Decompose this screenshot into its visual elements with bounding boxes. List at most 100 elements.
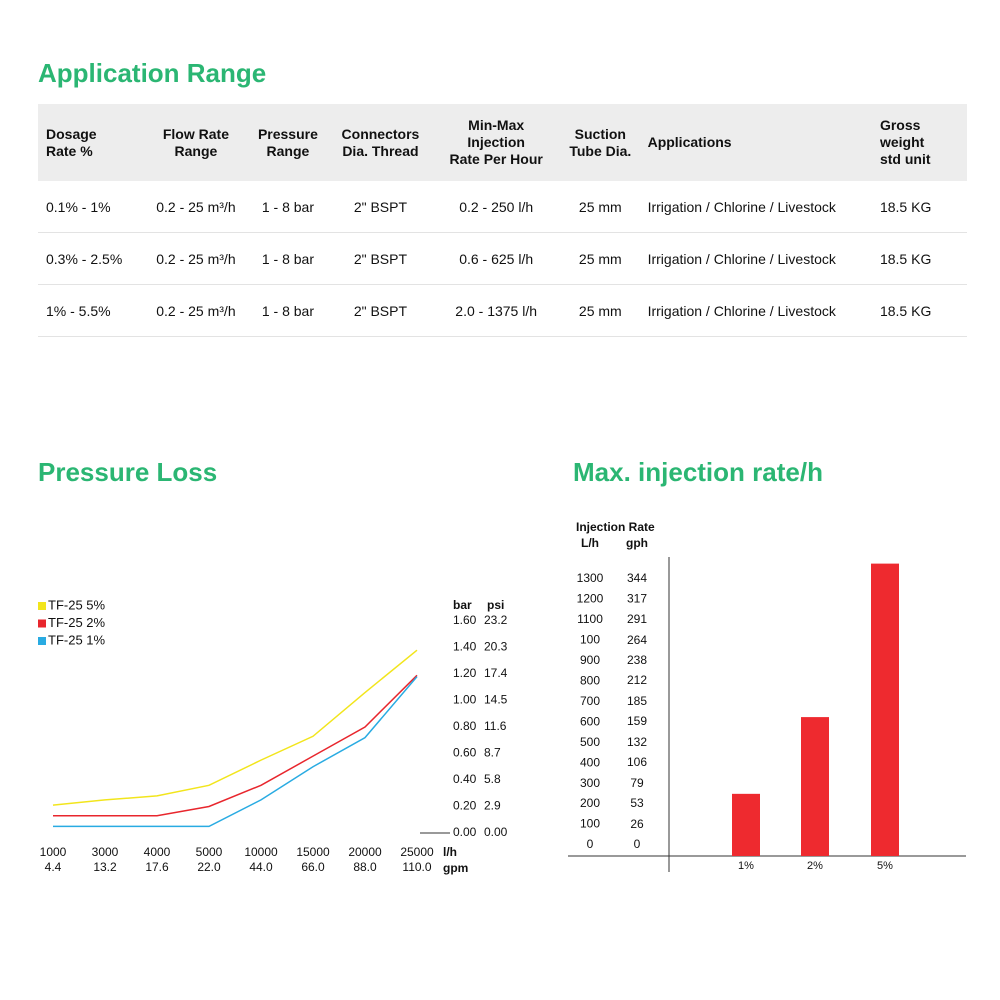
y2-tick-label: 26 xyxy=(630,817,644,831)
y-tick-label: 1200 xyxy=(577,592,604,606)
y2-tick-label: 17.4 xyxy=(484,666,508,680)
y2-tick-label: 159 xyxy=(627,714,647,728)
y2-tick-label: 8.7 xyxy=(484,746,501,760)
x-tick-label: 25000 xyxy=(400,845,434,859)
x2-tick-label: 110.0 xyxy=(402,860,431,874)
y-tick-label: 1300 xyxy=(577,571,604,585)
chart-title: Max. injection rate/h xyxy=(573,457,823,487)
legend-label: TF-25 1% xyxy=(48,632,106,647)
table-cell: 1 - 8 bar xyxy=(250,181,326,233)
header-row: Dosage Rate % Flow Rate Range Pressure Ran… xyxy=(38,104,967,181)
x2-tick-label: 66.0 xyxy=(301,860,325,874)
y-tick-label: 0.60 xyxy=(453,746,477,760)
y-tick-label: 1100 xyxy=(577,612,603,626)
legend-swatch xyxy=(38,637,46,645)
table-cell: 1% - 5.5% xyxy=(38,284,142,337)
table-cell: 0.3% - 2.5% xyxy=(38,232,142,285)
y-tick-label: 700 xyxy=(580,694,600,708)
y2-tick-label: 185 xyxy=(627,694,647,708)
y2-tick-label: 212 xyxy=(627,673,647,687)
y2-tick-label: 20.3 xyxy=(484,640,508,654)
table-cell: 1 - 8 bar xyxy=(250,232,326,285)
y-tick-label: 0.40 xyxy=(453,772,477,786)
table-cell: 2.0 - 1375 l/h xyxy=(435,284,558,337)
x2-tick-label: 13.2 xyxy=(93,860,117,874)
x-tick-label: 5% xyxy=(877,860,893,872)
x2-tick-label: 88.0 xyxy=(353,860,377,874)
table-cell: 0.2 - 25 m³/h xyxy=(141,232,251,285)
y-tick-label: 600 xyxy=(580,714,600,728)
legend-swatch xyxy=(38,602,46,610)
table-cell: 18.5 KG xyxy=(875,284,967,337)
y2-tick-label: 238 xyxy=(627,653,647,667)
y2-tick-label: 0.00 xyxy=(484,825,508,839)
table-cell: 2" BSPT xyxy=(325,181,436,233)
x2-tick-label: 17.6 xyxy=(145,860,169,874)
table-cell: Irrigation / Chlorine / Livestock xyxy=(643,181,876,233)
x-tick-label: 4000 xyxy=(144,845,171,859)
y2-tick-label: 344 xyxy=(627,571,647,585)
y2-tick-label: 132 xyxy=(627,735,647,749)
y-tick-label: 1.20 xyxy=(453,666,477,680)
table-cell: 25 mm xyxy=(557,181,644,233)
y2-tick-label: 317 xyxy=(627,592,647,606)
y2-tick-label: 2.9 xyxy=(484,799,501,813)
x2-axis-label: gpm xyxy=(443,861,468,875)
table-cell: 0.1% - 1% xyxy=(38,181,142,233)
table-cell: 25 mm xyxy=(557,232,644,285)
y-tick-label: 100 xyxy=(580,817,600,831)
y2-tick-label: 0 xyxy=(634,837,641,851)
y-axis-label: Injection Rate xyxy=(576,520,655,534)
y2-tick-label: 53 xyxy=(630,796,644,810)
x-tick-label: 1000 xyxy=(40,845,67,859)
table-cell: 2" BSPT xyxy=(325,284,436,337)
series-line xyxy=(53,676,418,828)
table-cell: 0.6 - 625 l/h xyxy=(435,232,558,285)
y-tick-label: 900 xyxy=(580,653,600,667)
legend-label: TF-25 5% xyxy=(48,597,106,612)
table-cell: 0.2 - 25 m³/h xyxy=(141,284,251,337)
bar xyxy=(871,563,899,856)
column-header: Connectors Dia. Thread xyxy=(325,104,436,181)
x-tick-label: 5000 xyxy=(196,845,223,859)
x-tick-label: 2% xyxy=(807,860,823,872)
x2-tick-label: 22.0 xyxy=(197,860,221,874)
y-unit-label: L/h xyxy=(581,536,599,550)
y-tick-label: 0.00 xyxy=(453,825,477,839)
y-tick-label: 0.80 xyxy=(453,719,477,733)
chart-title: Pressure Loss xyxy=(38,457,218,487)
table-row: 0.3% - 2.5% 0.2 - 25 m³/h 1 - 8 bar 2" BSPT… xyxy=(38,232,967,285)
y-tick-label: 0.20 xyxy=(453,799,477,813)
x-tick-label: 20000 xyxy=(348,845,382,859)
bar xyxy=(732,793,760,856)
x-tick-label: 15000 xyxy=(296,845,330,859)
x-tick-label: 1% xyxy=(738,860,754,872)
spec-table: Dosage Rate % Flow Rate Range Pressure Ran… xyxy=(38,104,967,337)
y-tick-label: 1.40 xyxy=(453,640,477,654)
column-header: Pressure Range xyxy=(250,104,326,181)
column-header: Flow Rate Range xyxy=(141,104,251,181)
legend-swatch xyxy=(38,619,46,628)
table-row: 1% - 5.5% 0.2 - 25 m³/h 1 - 8 bar 2" BSPT 2.… xyxy=(38,284,967,337)
y2-tick-label: 11.6 xyxy=(484,719,507,733)
column-header: Dosage Rate % xyxy=(38,104,142,181)
y2-tick-label: 23.2 xyxy=(484,613,508,627)
legend-label: TF-25 2% xyxy=(48,615,106,630)
y2-tick-label: 264 xyxy=(627,633,647,647)
y-tick-label: 0 xyxy=(587,837,594,851)
series-line xyxy=(53,674,418,817)
y-tick-label: 300 xyxy=(580,776,600,790)
column-header: Applications xyxy=(643,104,876,181)
x-axis-label: l/h xyxy=(443,845,457,859)
column-header: Gross weight std unit xyxy=(875,104,967,181)
table-cell: 2" BSPT xyxy=(325,232,436,285)
bar xyxy=(801,717,829,856)
section-title: Application Range xyxy=(38,58,267,88)
table-cell: 25 mm xyxy=(557,284,644,337)
y-tick-label: 400 xyxy=(580,755,600,769)
y-tick-label: 200 xyxy=(580,796,600,810)
table-cell: 18.5 KG xyxy=(875,181,967,233)
y2-unit-label: gph xyxy=(626,536,648,550)
y-tick-label: 1.60 xyxy=(453,613,477,627)
